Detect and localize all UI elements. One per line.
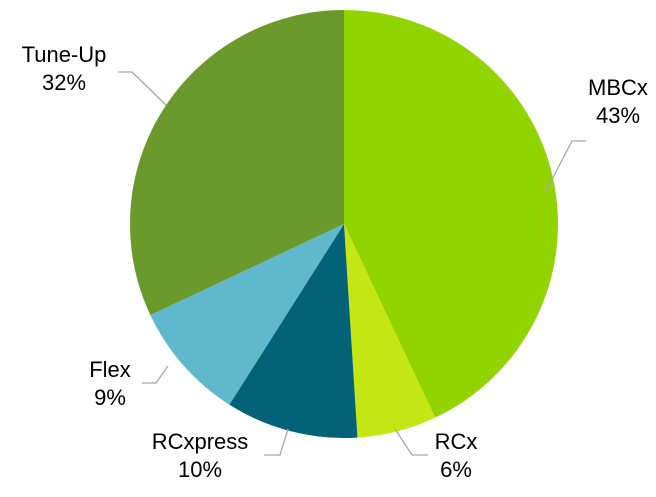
slice-category-label: Flex xyxy=(89,357,131,382)
pie-slice-tune-up xyxy=(129,10,344,316)
pie-slice-mbcx xyxy=(344,10,558,418)
slice-percent-label: 10% xyxy=(178,457,222,482)
pie-slice-rcxpress xyxy=(229,224,358,438)
leader-line-rcx xyxy=(394,428,428,456)
slice-category-label: Tune-Up xyxy=(22,42,107,67)
leader-lines-layer xyxy=(118,71,586,456)
data-labels-layer: MBCx 43% RCx 6% RCxpress 10% Flex 9% Tune-Up 32% xyxy=(22,42,648,482)
slice-percent-label: 9% xyxy=(94,385,126,410)
leader-line-tune-up xyxy=(118,71,167,106)
leader-line-rcxpress xyxy=(264,428,289,456)
slice-category-label: MBCx xyxy=(588,75,648,100)
slice-category-label: RCxpress xyxy=(152,429,249,454)
pie-slice-rcx xyxy=(344,224,436,438)
slice-percent-label: 43% xyxy=(596,103,640,128)
slice-category-label: RCx xyxy=(435,429,478,454)
leader-line-flex xyxy=(142,365,169,384)
leader-line-mbcx xyxy=(545,140,586,192)
slice-percent-label: 32% xyxy=(42,70,86,95)
pie-slice-flex xyxy=(150,224,344,405)
slices-layer xyxy=(129,10,558,438)
slice-percent-label: 6% xyxy=(440,457,472,482)
